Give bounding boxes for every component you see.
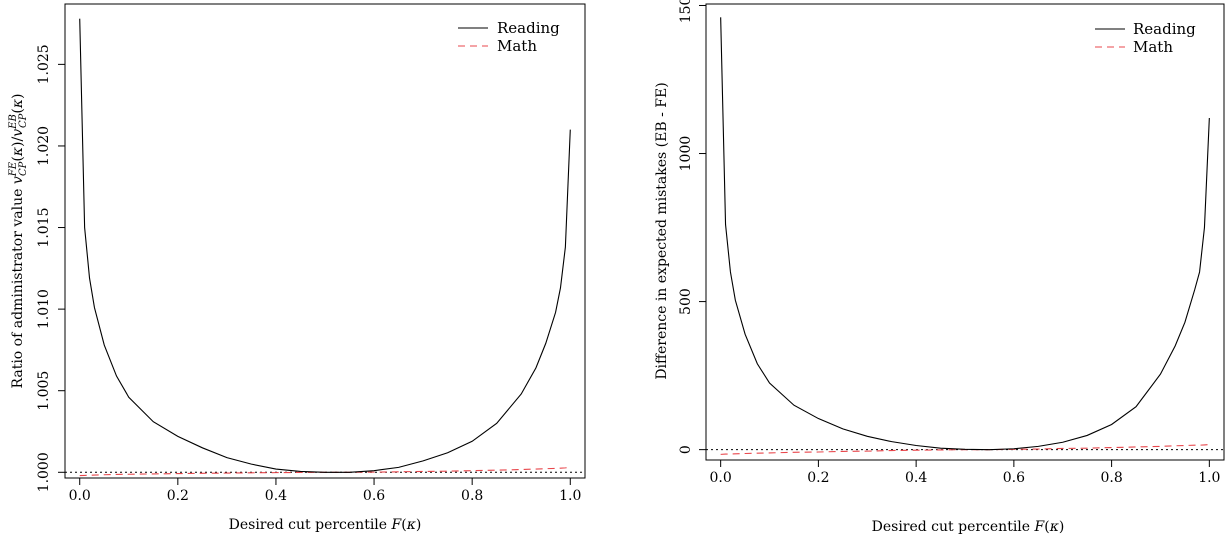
y-axis-label: Ratio of administrator value vFECP(κ)/vE…	[8, 93, 29, 388]
x-tick-label: 0.0	[710, 470, 732, 486]
series-reading-line	[79, 18, 571, 473]
y-tick-label: 1.015	[36, 207, 52, 247]
chart-panel-ratio: 0.0 0.2 0.4 0.6 0.8 1.0 1.0001.0051.0101.0151…	[8, 3, 586, 533]
x-tick-label: 0.0	[69, 488, 91, 504]
y-tick-label: 1.010	[36, 289, 52, 329]
y-tick-label: 1.020	[36, 126, 52, 166]
y-tick-label: 1.000	[36, 452, 52, 492]
legend-math-label: Math	[1133, 38, 1173, 56]
x-tick-label: 0.4	[905, 470, 927, 486]
x-axis: 0.0 0.2 0.4 0.6 0.8 1.0	[69, 478, 581, 504]
x-tick-label: 0.8	[461, 488, 483, 504]
plot-frame	[705, 3, 1225, 461]
x-tick-label: 0.8	[1100, 470, 1122, 486]
x-tick-label: 0.2	[807, 470, 829, 486]
chart-panel-mistakes: 0.0 0.2 0.4 0.6 0.8 1.0 0 500 1000 1500 Reading …	[654, 0, 1225, 535]
y-axis-label: Difference in expected mistakes (EB - FE…	[654, 82, 670, 379]
y-tick-label: 1.005	[36, 371, 52, 411]
x-tick-label: 0.2	[167, 488, 189, 504]
y-axis: 1.000 1.005 1.010 1.015 1.020 1.025	[36, 44, 65, 492]
x-axis-label: Desired cut percentile F(κ)	[872, 519, 1065, 535]
series-reading-line	[720, 17, 1210, 451]
plot-frame	[64, 3, 586, 479]
x-tick-label: 0.4	[265, 488, 287, 504]
y-axis: 0 500 1000 1500	[678, 0, 706, 454]
legend-reading-label: Reading	[497, 19, 560, 37]
x-tick-label: 1.0	[1198, 470, 1220, 486]
x-tick-label: 0.6	[1003, 470, 1025, 486]
y-tick-label: 1500	[678, 0, 694, 23]
legend: Reading Math	[458, 19, 560, 55]
y-tick-label: 1.025	[36, 44, 52, 84]
legend: Reading Math	[1095, 20, 1196, 56]
y-tick-label: 0	[678, 445, 694, 454]
x-tick-label: 0.6	[363, 488, 385, 504]
series-math-line	[79, 466, 571, 477]
y-tick-label: 1000	[678, 136, 694, 172]
x-tick-label: 1.0	[559, 488, 581, 504]
legend-math-label: Math	[497, 37, 537, 55]
y-tick-label: 500	[678, 288, 694, 315]
x-axis-label: Desired cut percentile F(κ)	[229, 517, 422, 533]
x-axis: 0.0 0.2 0.4 0.6 0.8 1.0	[710, 460, 1220, 486]
legend-reading-label: Reading	[1133, 20, 1196, 38]
